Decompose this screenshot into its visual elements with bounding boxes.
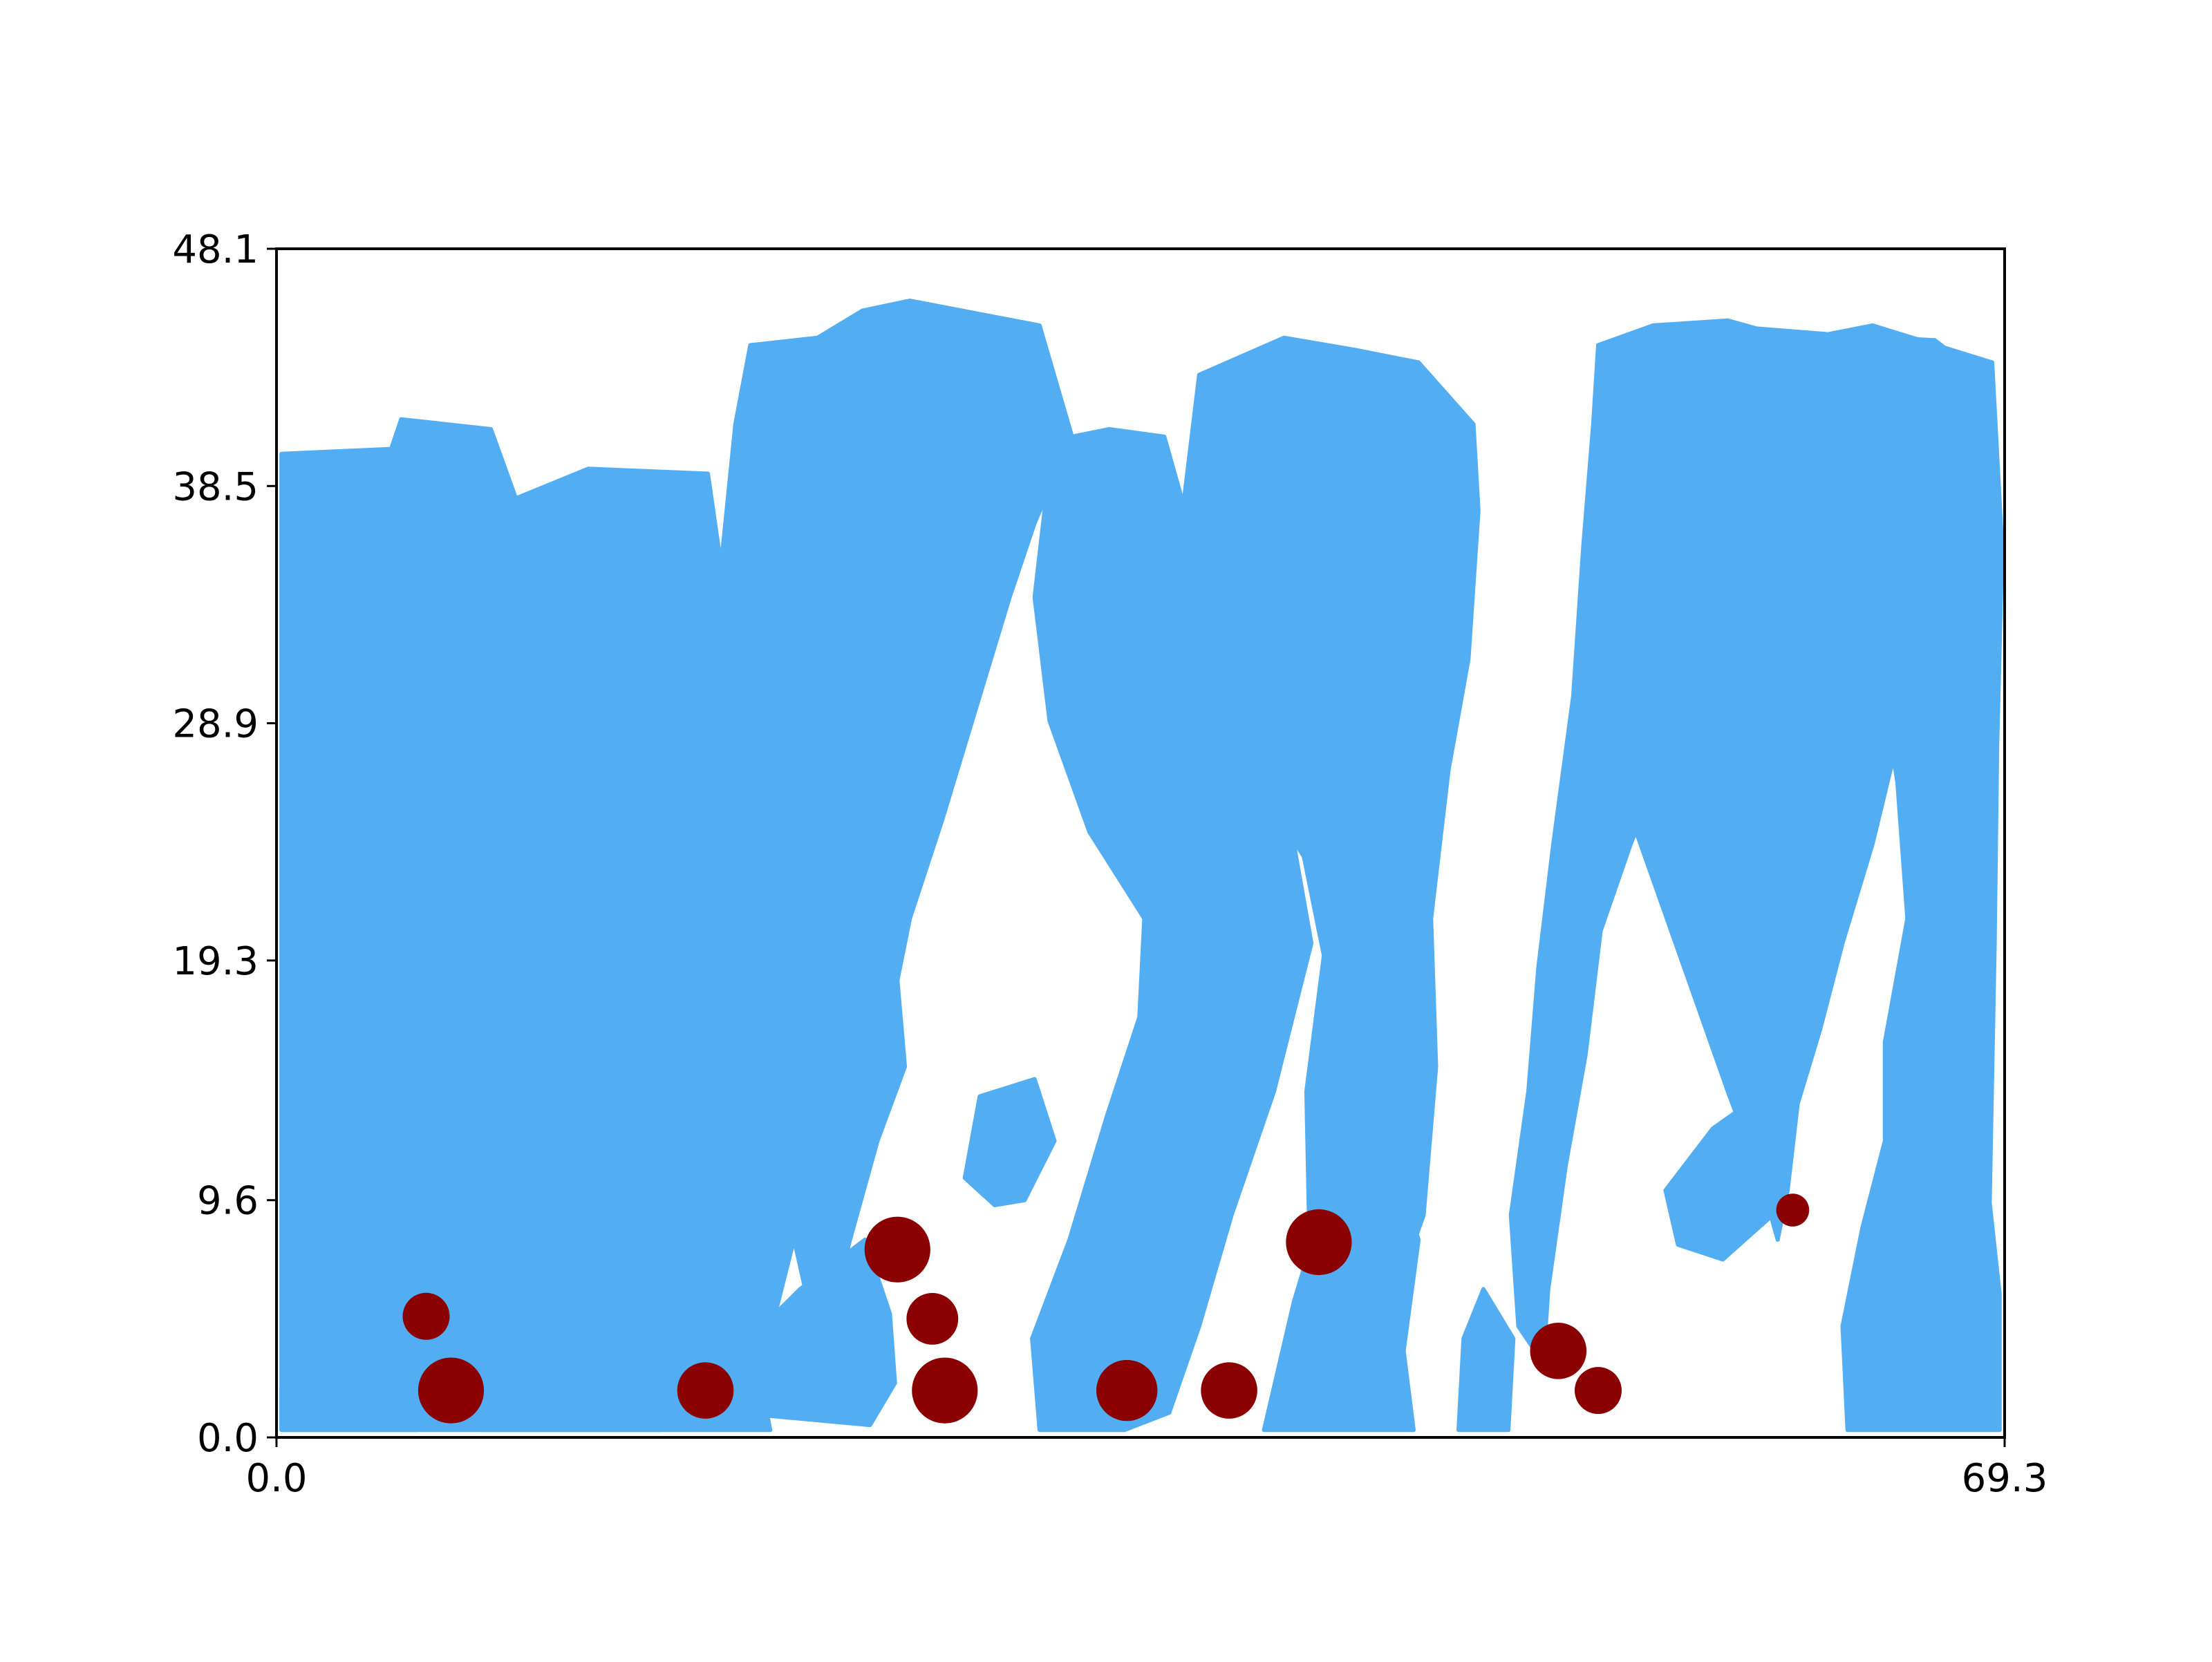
axes-frame <box>275 247 2006 1439</box>
blue-region-12 <box>1456 1287 1516 1433</box>
blue-region-7 <box>1663 1102 1775 1262</box>
y-tick-label-5: 38.5 <box>172 464 259 509</box>
y-tick-label-2: 9.6 <box>197 1179 259 1224</box>
scatter-point-11 <box>1575 1367 1622 1415</box>
scatter-points-layer <box>402 1193 1810 1424</box>
x-tick-label-1: 0.0 <box>245 1456 307 1501</box>
blue-region-2 <box>715 299 1074 1381</box>
y-tick-label-6: 48.1 <box>172 227 259 272</box>
scatter-point-6 <box>912 1357 978 1424</box>
blue-region-8 <box>279 1138 418 1433</box>
blue-region-11 <box>1262 1163 1421 1433</box>
y-tick-label-1: 0.0 <box>197 1416 259 1461</box>
y-axis: 0.0 9.6 19.3 28.9 38.5 48.1 <box>172 227 276 1461</box>
scatter-point-4 <box>864 1216 930 1283</box>
x-axis: 0.0 69.3 <box>245 1437 2047 1501</box>
x-tick-label-2: 69.3 <box>1962 1456 2048 1501</box>
blue-region-9 <box>474 1183 663 1433</box>
blue-region-6 <box>1596 325 1982 1242</box>
scatter-point-8 <box>1201 1362 1257 1419</box>
scatter-point-5 <box>906 1293 959 1345</box>
scatter-point-7 <box>1096 1359 1158 1422</box>
blue-regions-layer <box>279 299 2005 1433</box>
scatter-point-3 <box>677 1362 734 1419</box>
plot-area <box>279 299 2005 1433</box>
blue-region-13 <box>962 1077 1057 1207</box>
scatter-point-9 <box>1286 1209 1352 1276</box>
blue-region-10 <box>733 1237 897 1428</box>
scatter-point-2 <box>418 1357 485 1424</box>
scatter-point-12 <box>1776 1193 1810 1227</box>
scatter-point-10 <box>1530 1323 1587 1379</box>
scatter-point-1 <box>402 1292 450 1340</box>
blue-region-3 <box>1030 427 1314 1433</box>
y-tick-label-3: 19.3 <box>172 939 259 984</box>
y-tick-label-4: 28.9 <box>172 702 259 747</box>
